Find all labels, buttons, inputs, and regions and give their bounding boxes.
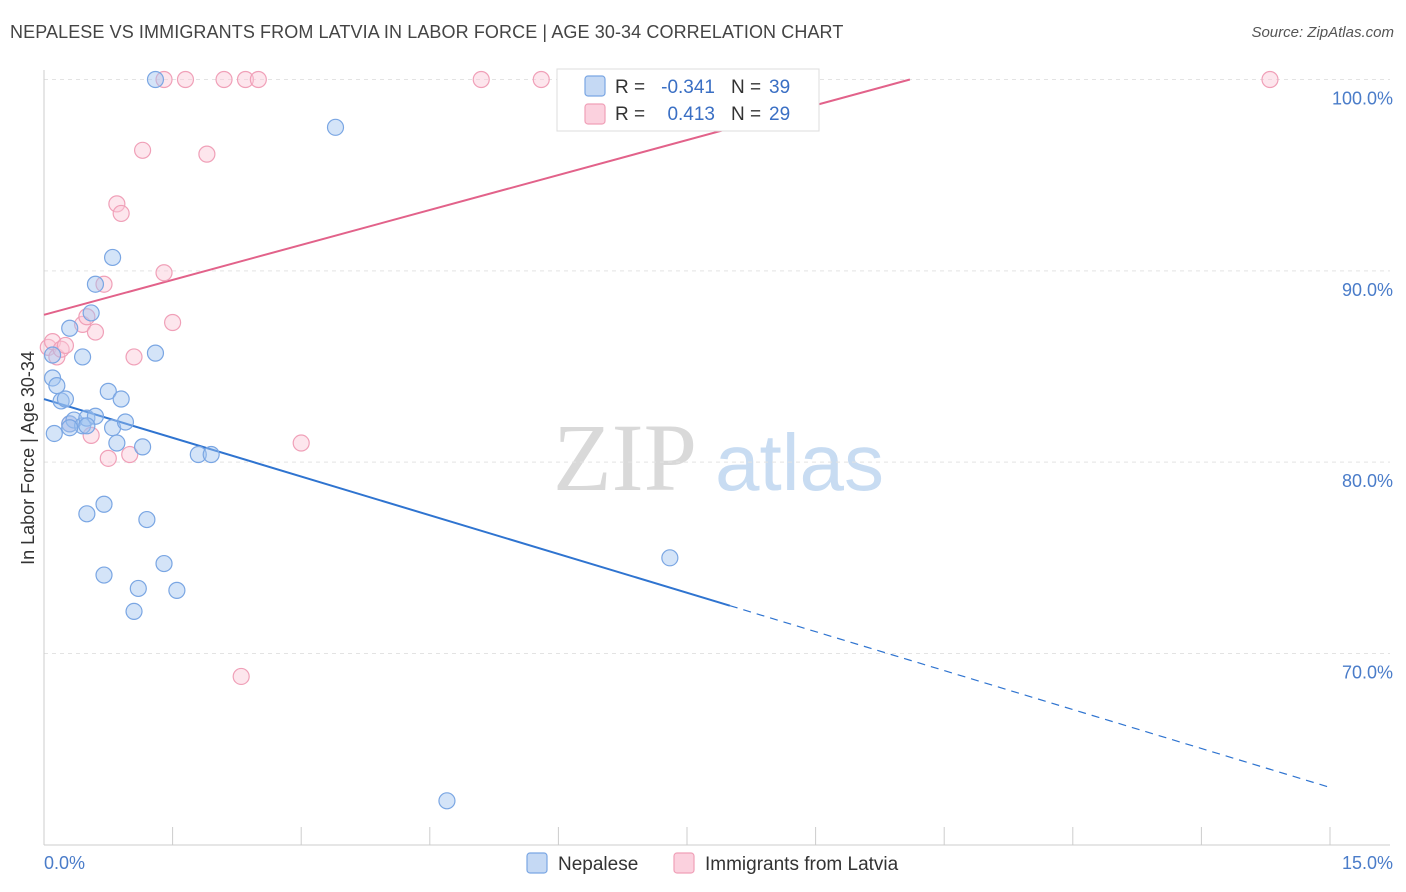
- nepalese-point: [95, 566, 113, 584]
- nepalese-point: [202, 445, 220, 464]
- legend-swatch-latvia: [584, 103, 606, 125]
- nepalese-point: [43, 346, 62, 364]
- nepalese-point: [155, 554, 173, 573]
- source-credit: Source: ZipAtlas.com: [1251, 24, 1394, 41]
- latvia-point: [86, 323, 105, 341]
- nepalese-point: [86, 275, 105, 293]
- latvia-point: [164, 313, 182, 332]
- latvia-point: [112, 204, 130, 223]
- x-tick-label: 15.0%: [1342, 853, 1393, 873]
- nepalese-point: [168, 581, 186, 599]
- nepalese-point: [661, 549, 679, 567]
- series-label-latvia: Immigrants from Latvia: [705, 854, 899, 875]
- latvia-point: [121, 445, 139, 464]
- nepalese-point: [125, 602, 143, 621]
- latvia-point: [133, 141, 152, 159]
- latvia-point: [125, 348, 143, 366]
- series-label-nepalese: Nepalese: [558, 854, 638, 875]
- latvia-point: [99, 449, 117, 467]
- latvia-point: [155, 264, 173, 282]
- latvia-point: [176, 70, 195, 89]
- y-axis-label: In Labor Force | Age 30-34: [18, 351, 38, 565]
- latvia-point: [232, 667, 250, 686]
- latvia-point: [56, 336, 75, 355]
- latvia-point: [1261, 70, 1279, 89]
- nepalese-point: [129, 579, 147, 598]
- y-tick-label: 80.0%: [1342, 471, 1393, 491]
- series-swatch-latvia: [673, 852, 695, 874]
- latvia-point: [108, 195, 126, 213]
- nepalese-point: [99, 382, 117, 400]
- nepalese-point: [82, 304, 100, 322]
- watermark: ZIP atlas: [553, 404, 884, 511]
- nepalese-point: [103, 248, 122, 267]
- gridlines: [44, 79, 1390, 654]
- x-tick-labels: 0.0% 15.0%: [44, 853, 1393, 873]
- nepalese-point: [189, 445, 207, 464]
- axes: [43, 70, 1390, 846]
- legend-r-value-2: 0.413: [667, 104, 715, 125]
- y-tick-label: 100.0%: [1332, 89, 1393, 109]
- nepalese-point: [78, 417, 96, 435]
- nepalese-point: [133, 438, 152, 456]
- legend-r-label-2: R =: [615, 104, 645, 125]
- legend-n-value-2: 29: [769, 104, 790, 125]
- latvia-point: [472, 70, 490, 89]
- y-tick-label: 90.0%: [1342, 280, 1393, 300]
- nepalese-point: [112, 390, 130, 408]
- legend-swatch-nepalese: [584, 75, 606, 97]
- nepalese-point: [138, 510, 156, 529]
- y-tick-labels: 70.0% 80.0% 90.0% 100.0%: [1332, 89, 1393, 683]
- latvia-point: [532, 70, 550, 89]
- nepalese-point: [326, 118, 345, 136]
- series-legend: Nepalese Immigrants from Latvia: [526, 852, 899, 875]
- nepalese-point: [73, 348, 92, 366]
- legend-r-value-1: -0.341: [661, 77, 715, 98]
- nepalese-point: [95, 495, 113, 513]
- data-points: [39, 70, 1279, 810]
- x-tick-label: 0.0%: [44, 853, 85, 873]
- nepalese-point: [108, 434, 126, 452]
- nepalese-point: [86, 407, 105, 425]
- latvia-point: [249, 70, 267, 89]
- legend-n-label-2: N =: [731, 104, 761, 125]
- latvia-point: [292, 434, 310, 452]
- latvia-point: [215, 70, 233, 89]
- nepalese-point: [116, 413, 135, 431]
- nepalese-point: [61, 319, 79, 337]
- series-swatch-nepalese: [526, 852, 548, 874]
- nepalese-point: [45, 424, 63, 443]
- nepalese-trendline: [43, 398, 731, 607]
- stats-legend: R = -0.341 N = 39 R = 0.413 N = 29: [556, 68, 820, 132]
- legend-n-label-1: N =: [731, 77, 761, 98]
- nepalese-point: [78, 505, 96, 523]
- nepalese-point: [56, 390, 75, 408]
- nepalese-trendline-extension: [729, 605, 1331, 789]
- nepalese-point: [146, 70, 165, 89]
- watermark-zip: ZIP: [553, 404, 697, 511]
- legend-n-value-1: 39: [769, 77, 790, 98]
- legend-r-label-1: R =: [615, 77, 645, 98]
- latvia-point: [82, 426, 100, 444]
- nepalese-point: [438, 792, 456, 810]
- latvia-point: [236, 70, 255, 89]
- chart-title: NEPALESE VS IMMIGRANTS FROM LATVIA IN LA…: [10, 22, 844, 42]
- nepalese-point: [61, 419, 79, 437]
- y-tick-label: 70.0%: [1342, 663, 1393, 683]
- nepalese-point: [146, 344, 165, 362]
- latvia-point: [198, 145, 216, 163]
